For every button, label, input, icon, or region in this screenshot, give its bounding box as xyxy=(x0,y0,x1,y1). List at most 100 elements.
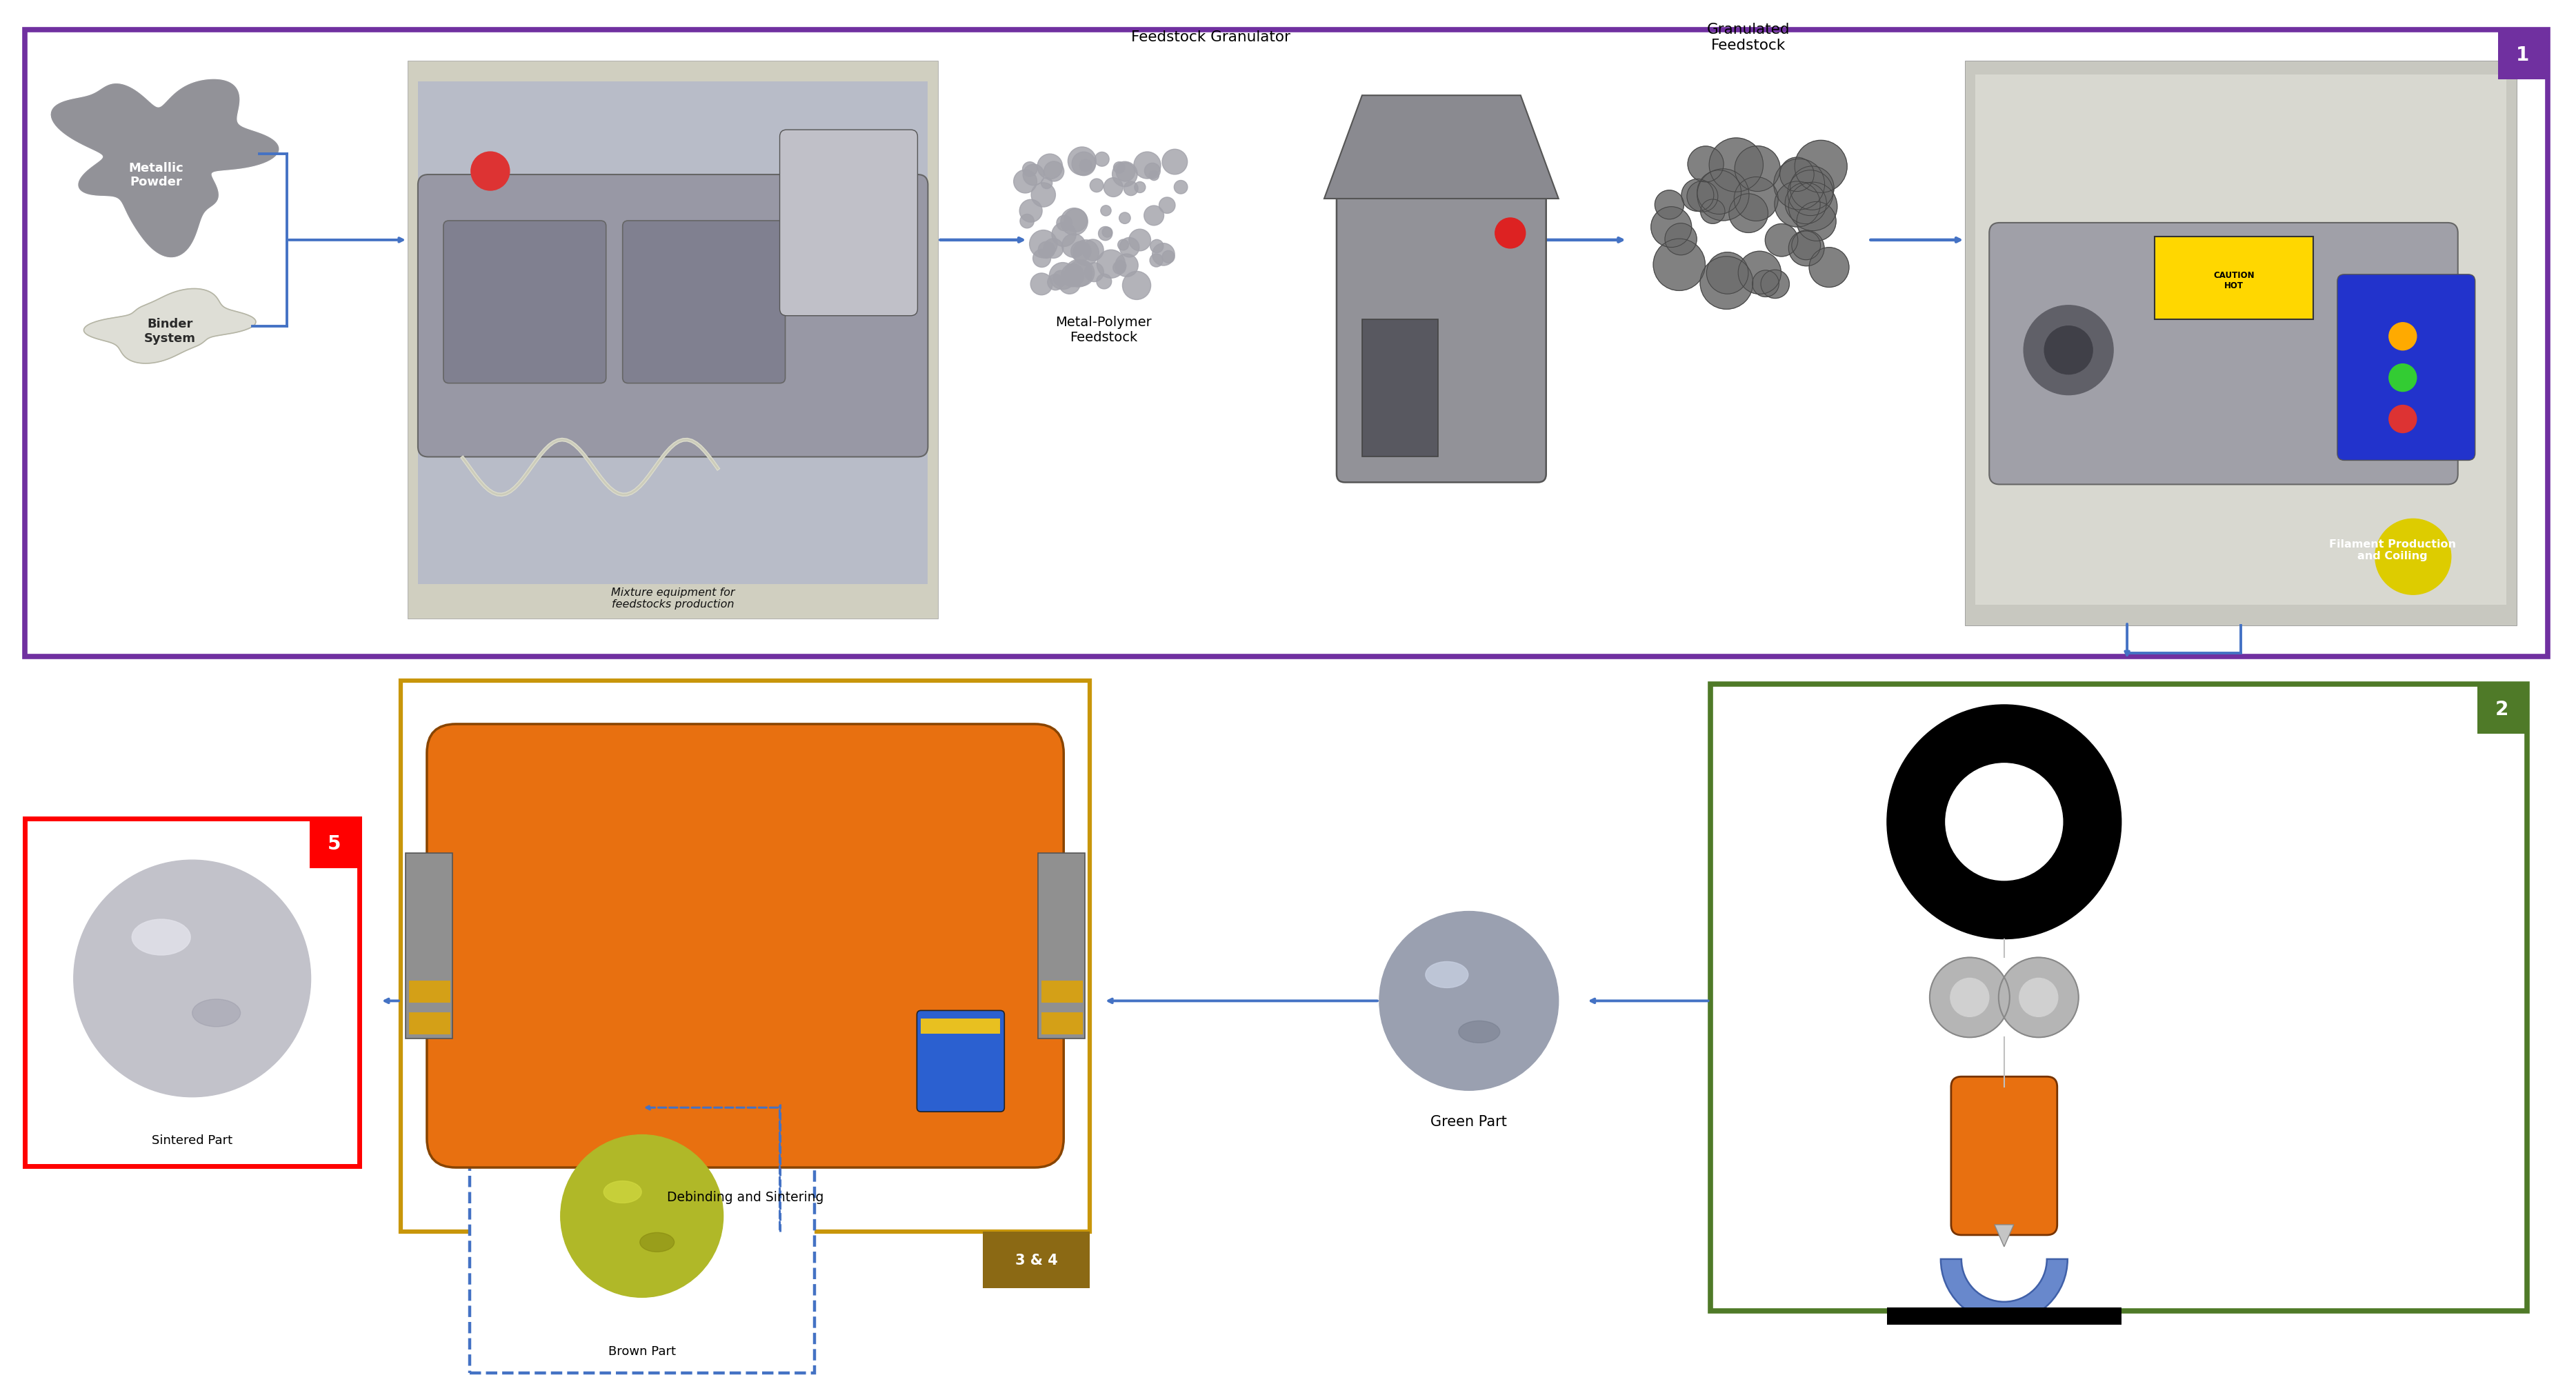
Text: Sintered Part: Sintered Part xyxy=(152,1133,232,1146)
Polygon shape xyxy=(52,80,278,257)
Circle shape xyxy=(1780,158,1814,192)
Circle shape xyxy=(1687,147,1723,183)
Text: 2: 2 xyxy=(2496,699,2509,718)
Text: Feedstock Granulator: Feedstock Granulator xyxy=(1131,30,1291,44)
Text: Debinding and Sintering: Debinding and Sintering xyxy=(667,1190,824,1204)
FancyBboxPatch shape xyxy=(428,724,1064,1168)
Circle shape xyxy=(1123,271,1151,300)
Circle shape xyxy=(1999,958,2079,1038)
Circle shape xyxy=(2388,406,2416,433)
Circle shape xyxy=(75,861,312,1098)
FancyBboxPatch shape xyxy=(469,1107,814,1373)
Circle shape xyxy=(1115,163,1136,183)
Circle shape xyxy=(1378,912,1558,1091)
Circle shape xyxy=(1149,172,1159,181)
Circle shape xyxy=(1775,159,1824,210)
Circle shape xyxy=(1888,704,2120,940)
FancyBboxPatch shape xyxy=(404,854,453,1038)
Text: 1: 1 xyxy=(2517,46,2530,65)
FancyBboxPatch shape xyxy=(1989,223,2458,484)
Circle shape xyxy=(1115,255,1139,277)
Circle shape xyxy=(1100,206,1110,216)
Circle shape xyxy=(1020,215,1033,228)
Circle shape xyxy=(1698,170,1741,215)
FancyBboxPatch shape xyxy=(1337,191,1546,483)
FancyBboxPatch shape xyxy=(1888,1308,2120,1324)
FancyBboxPatch shape xyxy=(309,819,358,868)
Text: Filament Production
and Coiling: Filament Production and Coiling xyxy=(2329,538,2455,562)
Circle shape xyxy=(1945,764,2063,880)
Ellipse shape xyxy=(131,919,191,955)
Circle shape xyxy=(1494,219,1525,249)
Circle shape xyxy=(1061,264,1084,288)
FancyBboxPatch shape xyxy=(417,176,927,457)
Circle shape xyxy=(1118,213,1131,224)
Circle shape xyxy=(1048,263,1077,291)
Circle shape xyxy=(1074,241,1100,266)
Circle shape xyxy=(1059,273,1079,295)
Circle shape xyxy=(1030,274,1054,296)
Circle shape xyxy=(1082,239,1103,262)
Polygon shape xyxy=(85,289,255,364)
Circle shape xyxy=(1030,231,1056,259)
Circle shape xyxy=(1123,181,1139,197)
Circle shape xyxy=(1708,138,1762,192)
Circle shape xyxy=(1097,251,1126,278)
Circle shape xyxy=(1061,209,1087,235)
Circle shape xyxy=(1064,260,1092,288)
FancyBboxPatch shape xyxy=(1363,320,1437,457)
Circle shape xyxy=(1121,238,1139,257)
Circle shape xyxy=(1793,231,1821,260)
FancyBboxPatch shape xyxy=(407,61,938,619)
Circle shape xyxy=(1788,231,1824,267)
Circle shape xyxy=(1023,165,1043,185)
Ellipse shape xyxy=(1425,962,1468,988)
Circle shape xyxy=(1133,183,1146,194)
Circle shape xyxy=(1734,177,1777,221)
Circle shape xyxy=(2375,519,2450,595)
Text: 5: 5 xyxy=(327,833,340,853)
Circle shape xyxy=(1038,242,1054,259)
Text: Metallic
Powder: Metallic Powder xyxy=(129,162,183,188)
Circle shape xyxy=(1084,263,1103,282)
Circle shape xyxy=(1175,181,1188,194)
Circle shape xyxy=(2388,364,2416,392)
Circle shape xyxy=(1056,216,1072,231)
Circle shape xyxy=(1033,251,1051,267)
Text: Mixture equipment for
feedstocks production: Mixture equipment for feedstocks product… xyxy=(611,587,734,609)
Circle shape xyxy=(471,152,510,191)
Circle shape xyxy=(1162,251,1175,263)
Circle shape xyxy=(1069,260,1095,286)
Circle shape xyxy=(1734,147,1780,192)
Circle shape xyxy=(1133,152,1162,180)
FancyBboxPatch shape xyxy=(1710,685,2527,1311)
Circle shape xyxy=(1162,149,1188,174)
Circle shape xyxy=(1072,152,1095,176)
FancyBboxPatch shape xyxy=(2154,237,2313,320)
Text: Binder
System: Binder System xyxy=(144,318,196,345)
Circle shape xyxy=(1043,162,1064,181)
Circle shape xyxy=(1023,162,1038,177)
Circle shape xyxy=(1765,224,1798,257)
Circle shape xyxy=(1144,163,1159,180)
Circle shape xyxy=(1929,958,2009,1038)
Circle shape xyxy=(1752,271,1780,298)
Circle shape xyxy=(1950,978,1989,1017)
Circle shape xyxy=(1159,198,1175,215)
Circle shape xyxy=(1687,181,1718,213)
Circle shape xyxy=(1069,148,1097,176)
FancyBboxPatch shape xyxy=(410,981,451,1002)
Circle shape xyxy=(1788,170,1834,216)
Circle shape xyxy=(562,1135,724,1297)
Wedge shape xyxy=(1940,1259,2069,1323)
Circle shape xyxy=(1038,155,1061,180)
Circle shape xyxy=(1700,199,1726,224)
FancyBboxPatch shape xyxy=(402,681,1090,1232)
Circle shape xyxy=(1739,252,1780,295)
Circle shape xyxy=(1664,224,1698,256)
FancyBboxPatch shape xyxy=(2336,275,2476,461)
Circle shape xyxy=(1788,183,1837,231)
Circle shape xyxy=(1030,183,1056,208)
Circle shape xyxy=(1700,257,1754,310)
Circle shape xyxy=(1762,270,1790,299)
